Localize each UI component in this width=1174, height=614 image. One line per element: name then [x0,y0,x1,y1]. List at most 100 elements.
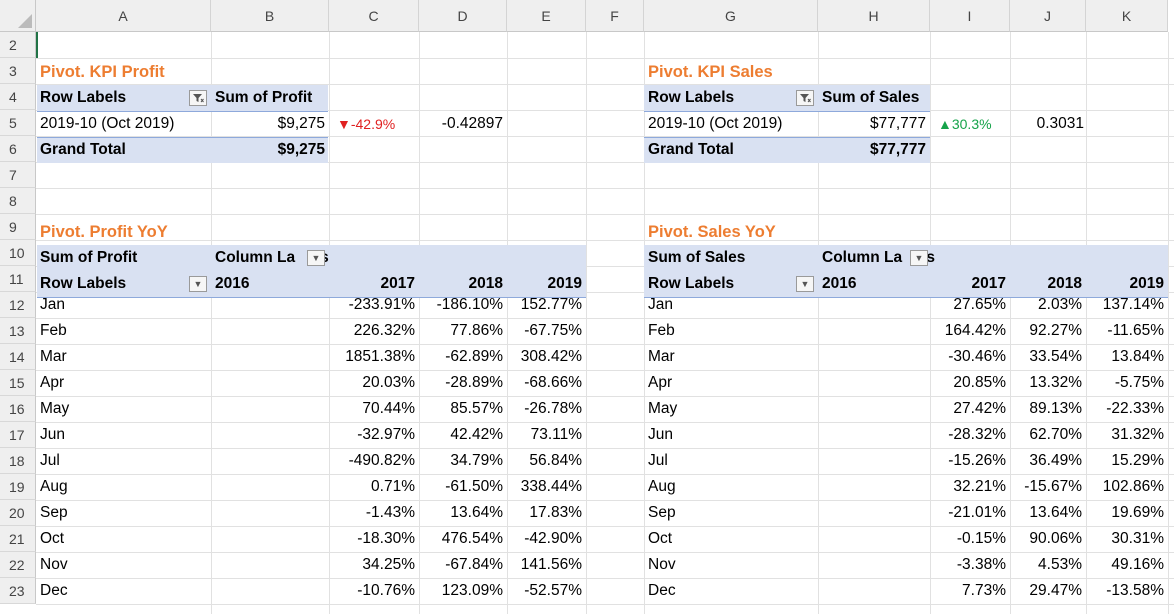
profit-yoy-value-2018[interactable]: 476.54% [441,530,503,547]
sales-yoy-value-2019[interactable]: -22.33% [1106,400,1164,417]
profit-yoy-title[interactable]: Pivot. Profit YoY [40,223,168,241]
sales-yoy-value-2019[interactable]: 31.32% [1111,426,1164,443]
kpi-sales-period[interactable]: 2019-10 (Oct 2019) [648,115,783,132]
sales-yoy-value-2019[interactable]: -11.65% [1107,322,1164,339]
profit-yoy-year-2019[interactable]: 2019 [547,275,582,292]
row-header-2[interactable]: 2 [0,32,36,58]
sales-yoy-value-2018[interactable]: 89.13% [1029,400,1082,417]
sales-yoy-year-2016[interactable]: 2016 [822,275,857,292]
sales-yoy-value-2017[interactable]: -3.38% [956,556,1006,573]
filter-icon[interactable] [189,90,207,106]
row-header-8[interactable]: 8 [0,188,36,214]
sales-yoy-month-label[interactable]: Aug [648,478,676,495]
sales-yoy-year-2018[interactable]: 2018 [1047,275,1082,292]
profit-yoy-value-2017[interactable]: -490.82% [348,452,415,469]
profit-yoy-month-label[interactable]: Dec [40,582,68,599]
kpi-sales-grand-total[interactable]: $77,777 [869,141,926,158]
kpi-sales-value[interactable]: $77,777 [869,115,926,132]
sales-yoy-value-2017[interactable]: -21.01% [948,504,1006,521]
column-header-i[interactable]: I [930,0,1010,32]
profit-yoy-value-2019[interactable]: -67.75% [524,322,582,339]
profit-yoy-sum-label[interactable]: Sum of Profit [40,249,138,266]
dropdown-arrow-icon[interactable]: ▼ [189,276,207,292]
profit-yoy-value-2018[interactable]: 13.64% [450,504,503,521]
profit-yoy-value-2019[interactable]: -26.78% [524,400,582,417]
profit-yoy-month-label[interactable]: May [40,400,70,417]
profit-yoy-value-2019[interactable]: -42.90% [524,530,582,547]
row-header-20[interactable]: 20 [0,500,36,526]
row-header-10[interactable]: 10 [0,240,36,266]
profit-yoy-value-2017[interactable]: 20.03% [362,374,415,391]
column-header-j[interactable]: J [1010,0,1086,32]
sales-yoy-value-2018[interactable]: -15.67% [1024,478,1082,495]
kpi-sales-title[interactable]: Pivot. KPI Sales [648,63,773,81]
profit-yoy-month-label[interactable]: Jul [40,452,60,469]
column-header-g[interactable]: G [644,0,818,32]
sales-yoy-value-2017[interactable]: 164.42% [944,322,1006,339]
profit-yoy-value-2018[interactable]: -186.10% [436,296,503,313]
sales-yoy-value-2019[interactable]: 49.16% [1111,556,1164,573]
sales-yoy-value-2018[interactable]: 33.54% [1029,348,1082,365]
profit-yoy-month-label[interactable]: Jan [40,296,65,313]
kpi-sales-raw[interactable]: 0.3031 [1036,115,1084,132]
row-header-11[interactable]: 11 [0,266,36,292]
sales-yoy-month-label[interactable]: Dec [648,582,676,599]
sales-yoy-value-2019[interactable]: 102.86% [1102,478,1164,495]
row-header-13[interactable]: 13 [0,318,36,344]
profit-yoy-value-2019[interactable]: 338.44% [520,478,582,495]
row-header-21[interactable]: 21 [0,526,36,552]
sales-yoy-value-2018[interactable]: 2.03% [1038,296,1082,313]
kpi-profit-value[interactable]: $9,275 [277,115,325,132]
sales-yoy-month-label[interactable]: Jan [648,296,673,313]
kpi-sales-row-labels[interactable]: Row Labels [648,89,735,106]
profit-yoy-value-2019[interactable]: 152.77% [520,296,582,313]
profit-yoy-value-2018[interactable]: 77.86% [450,322,503,339]
sales-yoy-year-2017[interactable]: 2017 [971,275,1006,292]
select-all-corner[interactable] [0,0,36,32]
profit-yoy-value-2017[interactable]: -18.30% [357,530,415,547]
profit-yoy-value-2019[interactable]: 56.84% [529,452,582,469]
profit-yoy-value-2017[interactable]: 226.32% [353,322,415,339]
sales-yoy-value-2019[interactable]: -13.58% [1106,582,1164,599]
sales-yoy-value-2019[interactable]: 15.29% [1111,452,1164,469]
kpi-profit-period[interactable]: 2019-10 (Oct 2019) [40,115,175,132]
sales-yoy-month-label[interactable]: Apr [648,374,673,391]
row-header-14[interactable]: 14 [0,344,36,370]
profit-yoy-value-2019[interactable]: 308.42% [520,348,582,365]
profit-yoy-value-2017[interactable]: 0.71% [371,478,415,495]
profit-yoy-value-2018[interactable]: -61.50% [445,478,503,495]
profit-yoy-value-2019[interactable]: 17.83% [529,504,582,521]
sales-yoy-value-2018[interactable]: 62.70% [1029,426,1082,443]
profit-yoy-row-labels[interactable]: Row Labels [40,275,127,292]
sales-yoy-month-label[interactable]: Mar [648,348,675,365]
sales-yoy-month-label[interactable]: Sep [648,504,676,521]
filter-icon[interactable] [796,90,814,106]
sales-yoy-title[interactable]: Pivot. Sales YoY [648,223,776,241]
profit-yoy-month-label[interactable]: Sep [40,504,68,521]
sales-yoy-value-2018[interactable]: 36.49% [1029,452,1082,469]
column-header-k[interactable]: K [1086,0,1168,32]
sales-yoy-value-2019[interactable]: -5.75% [1114,374,1164,391]
dropdown-arrow-icon[interactable]: ▼ [307,250,325,266]
sales-yoy-value-2017[interactable]: 27.65% [953,296,1006,313]
profit-yoy-value-2017[interactable]: 1851.38% [345,348,415,365]
kpi-sales-sum-header[interactable]: Sum of Sales [822,89,920,106]
row-header-3[interactable]: 3 [0,58,36,84]
kpi-profit-title[interactable]: Pivot. KPI Profit [40,63,165,81]
sales-yoy-sum-label[interactable]: Sum of Sales [648,249,746,266]
dropdown-arrow-icon[interactable]: ▼ [796,276,814,292]
row-header-15[interactable]: 15 [0,370,36,396]
row-header-9[interactable]: 9 [0,214,36,240]
profit-yoy-value-2018[interactable]: -62.89% [445,348,503,365]
column-header-h[interactable]: H [818,0,930,32]
profit-yoy-value-2018[interactable]: 123.09% [441,582,503,599]
sales-yoy-value-2017[interactable]: -28.32% [948,426,1006,443]
profit-yoy-value-2018[interactable]: -67.84% [445,556,503,573]
profit-yoy-value-2019[interactable]: -52.57% [524,582,582,599]
profit-yoy-value-2018[interactable]: -28.89% [445,374,503,391]
profit-yoy-month-label[interactable]: Feb [40,322,67,339]
profit-yoy-month-label[interactable]: Jun [40,426,65,443]
sales-yoy-value-2019[interactable]: 30.31% [1111,530,1164,547]
profit-yoy-value-2018[interactable]: 85.57% [450,400,503,417]
